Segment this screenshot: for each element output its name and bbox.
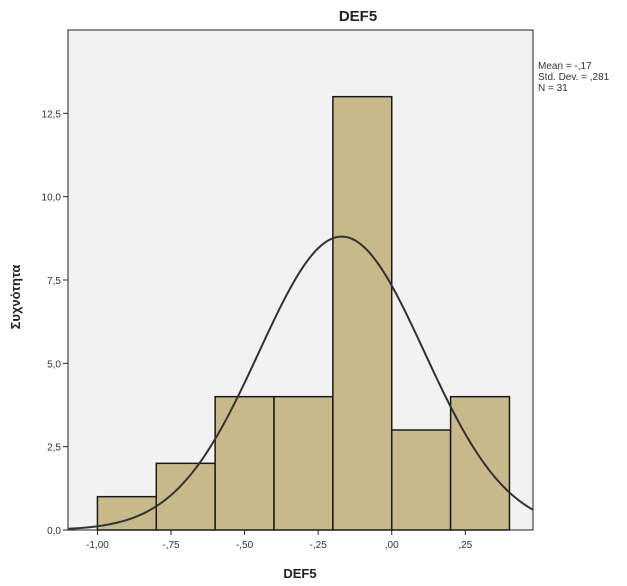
histogram-bar-3	[273, 395, 334, 531]
stats-line-0: Mean = -,17	[538, 61, 592, 72]
chart-title: DEF5	[339, 8, 377, 25]
y-tick-label-3: 7,5	[47, 276, 61, 287]
stats-line-1: Std. Dev. = ,281	[538, 72, 610, 83]
x-tick-label-2: -,50	[236, 540, 254, 551]
y-tick-label-2: 5,0	[47, 359, 61, 370]
histogram-bar-2	[214, 395, 275, 531]
normal-curve	[67, 235, 534, 530]
y-axis-label: Συχνότητα	[8, 265, 23, 330]
y-axis: 0,0 2,5 5,0 7,5 10,0 12,5	[42, 109, 68, 537]
stats-line-2: N = 31	[538, 83, 568, 94]
histogram-bar-5	[390, 429, 452, 531]
y-tick-label-0: 0,0	[47, 526, 61, 537]
x-axis-label: DEF5	[283, 566, 316, 581]
x-axis: -1,00 -,75 -,50 -,25 ,00 ,25	[86, 530, 473, 551]
histogram-bar-1	[155, 462, 216, 531]
bars-group	[96, 95, 511, 531]
y-tick-label-1: 2,5	[47, 443, 61, 454]
y-tick-label-4: 10,0	[42, 193, 62, 204]
histogram-bar-4	[332, 95, 393, 531]
y-tick-label-5: 12,5	[42, 109, 62, 120]
x-tick-label-4: ,00	[385, 540, 399, 551]
x-tick-label-5: ,25	[458, 540, 472, 551]
x-tick-label-3: -,25	[310, 540, 328, 551]
x-tick-label-1: -,75	[162, 540, 180, 551]
x-tick-label-0: -1,00	[86, 540, 109, 551]
histogram-bar-6	[449, 395, 511, 531]
